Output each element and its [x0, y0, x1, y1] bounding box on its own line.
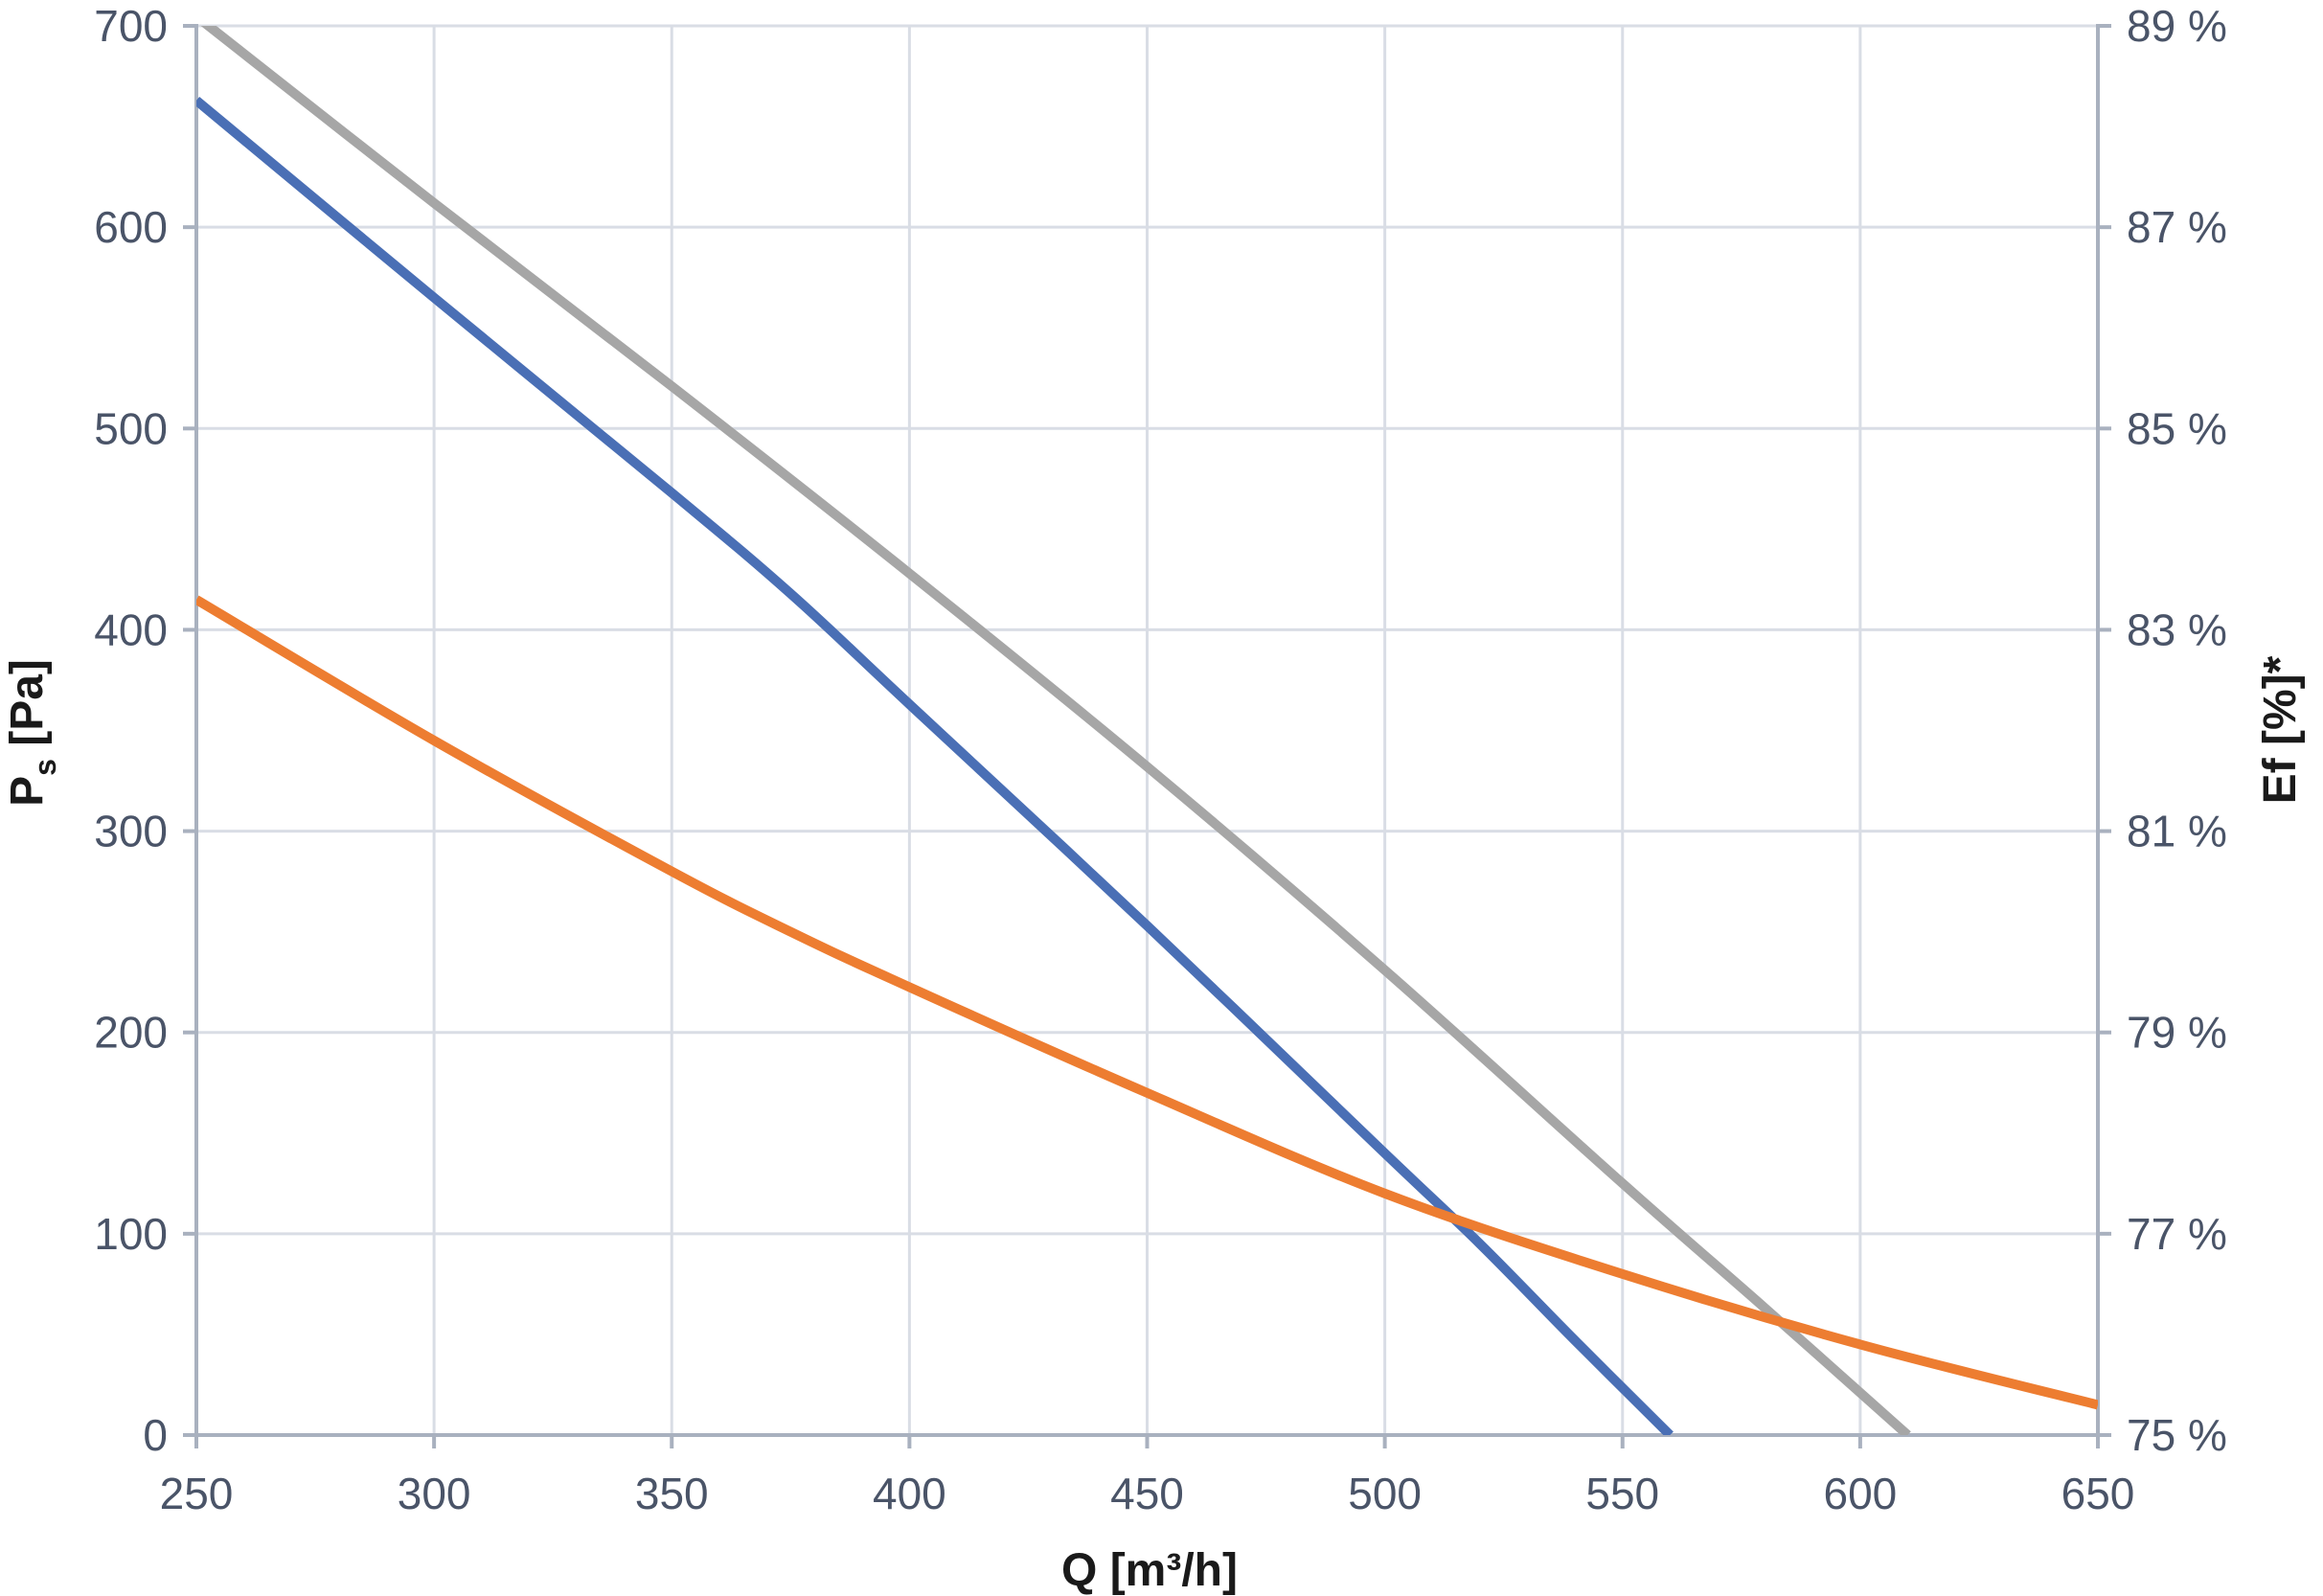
- series: [196, 26, 2098, 1435]
- x-tick-label: 450: [1110, 1469, 1184, 1518]
- y-axis-title-unit: [Pa]: [2, 659, 53, 759]
- y-axis-title: Ps [Pa]: [2, 659, 62, 807]
- y2-tick-label: 79 %: [2127, 1008, 2227, 1058]
- grid: [196, 24, 2098, 1435]
- x-axis-title: Q [m³/h]: [1061, 1545, 1238, 1596]
- tick-labels: 250 300 350 400 450 500 550 600 650 0 100 200 300 400…: [94, 1, 2227, 1518]
- y2-axis-title: Ef [%]*: [2255, 655, 2306, 804]
- y-tick-label: 600: [94, 202, 168, 252]
- x-tick-label: 650: [2061, 1469, 2135, 1518]
- y2-tick-label: 87 %: [2127, 202, 2227, 252]
- y2-tick-label: 89 %: [2127, 1, 2227, 51]
- axes: [183, 24, 2111, 1448]
- x-tick-label: 350: [635, 1469, 709, 1518]
- x-tick-label: 300: [398, 1469, 471, 1518]
- y-tick-label: 500: [94, 403, 168, 453]
- y-axis-title-subscript: s: [28, 759, 62, 776]
- y-axis-title-main: P: [2, 776, 53, 807]
- x-tick-label: 600: [1824, 1469, 1898, 1518]
- x-tick-label: 250: [160, 1469, 234, 1518]
- series-line-2: [200, 26, 1911, 1435]
- y-tick-label: 700: [94, 1, 168, 51]
- x-tick-label: 400: [873, 1469, 946, 1518]
- y-tick-label: 200: [94, 1008, 168, 1058]
- y2-tick-label: 77 %: [2127, 1209, 2227, 1259]
- y2-tick-label: 81 %: [2127, 807, 2227, 856]
- y-tick-label: 400: [94, 604, 168, 654]
- y-tick-label: 300: [94, 807, 168, 856]
- series-line-3: [196, 595, 2098, 1410]
- series-line-1: [196, 96, 1674, 1435]
- y2-tick-label: 83 %: [2127, 604, 2227, 654]
- x-tick-label: 500: [1348, 1469, 1422, 1518]
- y-tick-label: 100: [94, 1209, 168, 1259]
- y-tick-label: 0: [143, 1410, 168, 1460]
- x-tick-label: 550: [1585, 1469, 1659, 1518]
- y2-tick-label: 75 %: [2127, 1410, 2227, 1460]
- y2-tick-label: 85 %: [2127, 403, 2227, 453]
